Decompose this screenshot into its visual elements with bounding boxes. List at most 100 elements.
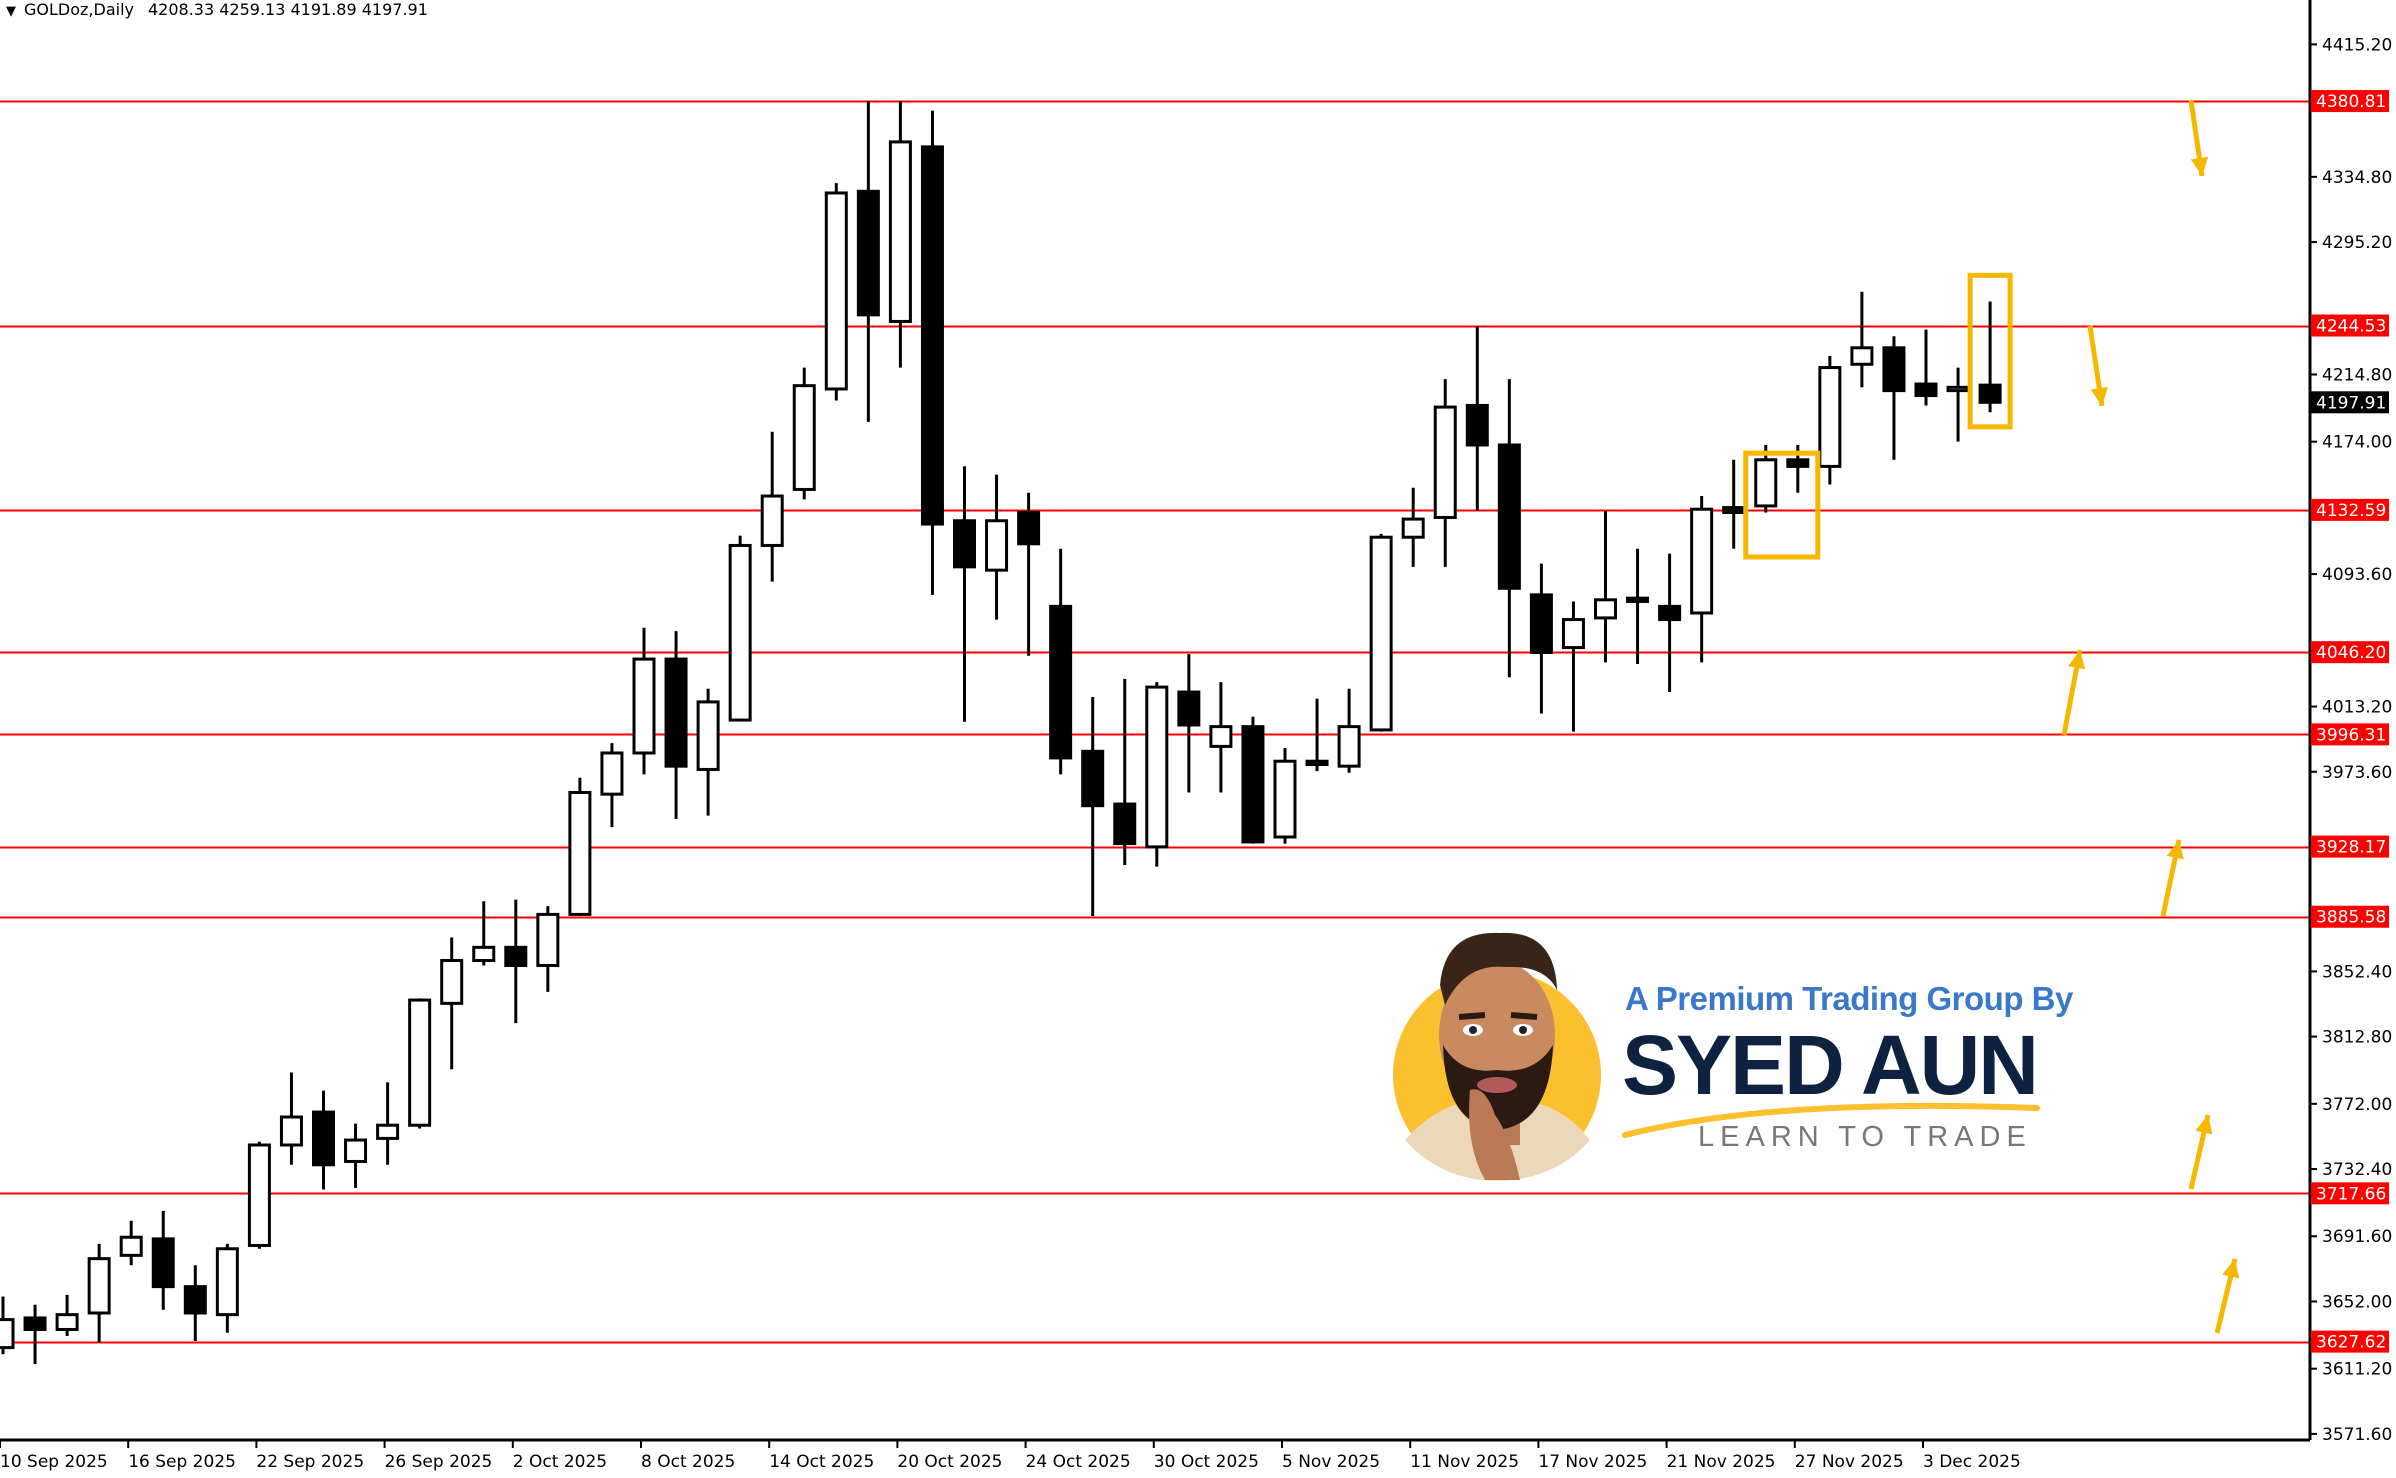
candle — [312, 1090, 335, 1190]
candle — [87, 1243, 111, 1343]
bullish-candle-body — [536, 912, 560, 967]
bullish-candle-body — [728, 543, 752, 722]
candle — [1145, 682, 1169, 867]
date-tick-label: 22 Sep 2025 — [256, 1452, 364, 1472]
bearish-candle-body — [856, 189, 880, 317]
candle — [1722, 459, 1746, 549]
arrow-head — [2090, 386, 2108, 406]
bearish-candle-body — [1241, 725, 1265, 844]
current-price-tag — [2311, 391, 2389, 414]
candle — [215, 1243, 239, 1333]
bullish-candle-body — [247, 1143, 271, 1247]
price-tick-label: 4415.20 — [2322, 35, 2392, 55]
bearish-candle-body — [1465, 403, 1489, 447]
bearish-candle-body — [1529, 593, 1553, 655]
price-tick-label: 3652.00 — [2322, 1292, 2392, 1312]
candle — [1017, 492, 1041, 656]
bullish-candle-body — [55, 1313, 79, 1331]
logo-name: SYED AUN — [1622, 1018, 2039, 1112]
candle — [279, 1072, 303, 1165]
bearish-candle-body — [312, 1110, 335, 1167]
date-tick-label: 5 Nov 2025 — [1282, 1452, 1380, 1472]
bearish-candle-body — [1497, 443, 1521, 590]
bearish-candle-body — [1305, 759, 1329, 767]
price-tick-label: 4295.20 — [2322, 233, 2392, 253]
bearish-candle-body — [1017, 511, 1041, 546]
level-price-tag — [2311, 835, 2389, 858]
bearish-candle-body — [1658, 604, 1682, 622]
candle — [1401, 487, 1425, 567]
bullish-candle-body — [279, 1115, 303, 1147]
candle — [1337, 688, 1361, 773]
price-tick-label: 3611.20 — [2322, 1360, 2392, 1380]
candle — [696, 688, 720, 816]
candle — [1305, 698, 1329, 772]
level-price-tag — [2311, 314, 2389, 337]
date-tick-label: 16 Sep 2025 — [128, 1452, 236, 1472]
bullish-candle-body — [1401, 517, 1425, 539]
price-tick-label: 3691.60 — [2322, 1227, 2392, 1247]
level-price-tag — [2311, 90, 2389, 113]
bullish-candle-body — [1850, 346, 1874, 366]
logo-swoosh — [1622, 1102, 2040, 1138]
candle — [344, 1123, 368, 1188]
level-price-label: 4244.53 — [2316, 317, 2386, 337]
bullish-candle-body — [440, 959, 464, 1005]
candle — [1081, 696, 1105, 917]
ohlc-readout: 4208.33 4259.13 4191.89 4197.91 — [147, 0, 428, 19]
candle — [985, 474, 1009, 620]
logo-tagline: A Premium Trading Group By — [1625, 980, 2073, 1017]
bearish-candle-body — [953, 519, 976, 569]
date-tick-label: 21 Nov 2025 — [1667, 1452, 1776, 1472]
logo-slogan: LEARN TO TRADE — [1698, 1121, 2032, 1153]
candle — [792, 367, 816, 500]
candle — [920, 110, 944, 595]
candle — [1369, 533, 1393, 732]
bullish-candle-body — [1337, 725, 1361, 768]
highlight-box — [1743, 450, 1821, 560]
candle — [504, 899, 528, 1024]
candle — [632, 627, 656, 775]
price-tick-label: 3732.40 — [2322, 1160, 2392, 1180]
date-tick-label: 14 Oct 2025 — [769, 1452, 874, 1472]
bullish-candle-body — [760, 494, 784, 547]
bullish-candle-body — [408, 998, 432, 1127]
current-price-label: 4197.91 — [2316, 393, 2386, 413]
price-tick-label: 3973.60 — [2322, 763, 2392, 783]
bullish-candle-body — [600, 751, 624, 796]
candle — [183, 1265, 207, 1342]
chart-header: ▼ GOLDoz,Daily 4208.33 4259.13 4191.89 419… — [6, 0, 428, 19]
candle — [953, 466, 976, 722]
bullish-candle-body — [1946, 385, 1970, 393]
bullish-candle-body — [1433, 405, 1457, 519]
candle — [1497, 379, 1521, 678]
price-tick-label: 4013.20 — [2322, 698, 2392, 718]
date-tick-label: 27 Nov 2025 — [1795, 1452, 1904, 1472]
candle — [1978, 301, 2002, 413]
arrow-up-icon — [2061, 649, 2086, 736]
date-tick-label: 30 Oct 2025 — [1154, 1452, 1259, 1472]
level-price-label: 3627.62 — [2316, 1333, 2386, 1353]
level-price-label: 4380.81 — [2316, 92, 2386, 112]
date-tick-label: 20 Oct 2025 — [897, 1452, 1002, 1472]
arrow-head — [2166, 840, 2184, 860]
bullish-candle-body — [696, 700, 720, 771]
level-price-label: 4046.20 — [2316, 643, 2386, 663]
arrow-up-icon — [2160, 839, 2184, 917]
bearish-candle-body — [1049, 604, 1073, 760]
bullish-candle-body — [1369, 535, 1393, 732]
candle — [1465, 326, 1489, 511]
candle — [408, 998, 432, 1129]
bullish-candle-body — [792, 384, 816, 491]
candle — [888, 100, 912, 368]
date-tick-label: 17 Nov 2025 — [1538, 1452, 1647, 1472]
bullish-candle-body — [87, 1257, 111, 1315]
candle — [1273, 748, 1297, 844]
candle — [119, 1220, 143, 1266]
date-tick-label: 11 Nov 2025 — [1410, 1452, 1519, 1472]
dropdown-triangle-icon[interactable]: ▼ — [6, 4, 16, 19]
candle — [1529, 563, 1553, 714]
arrow-up-icon — [2188, 1114, 2213, 1190]
bullish-candle-body — [1145, 685, 1169, 849]
candle — [1850, 291, 1874, 388]
